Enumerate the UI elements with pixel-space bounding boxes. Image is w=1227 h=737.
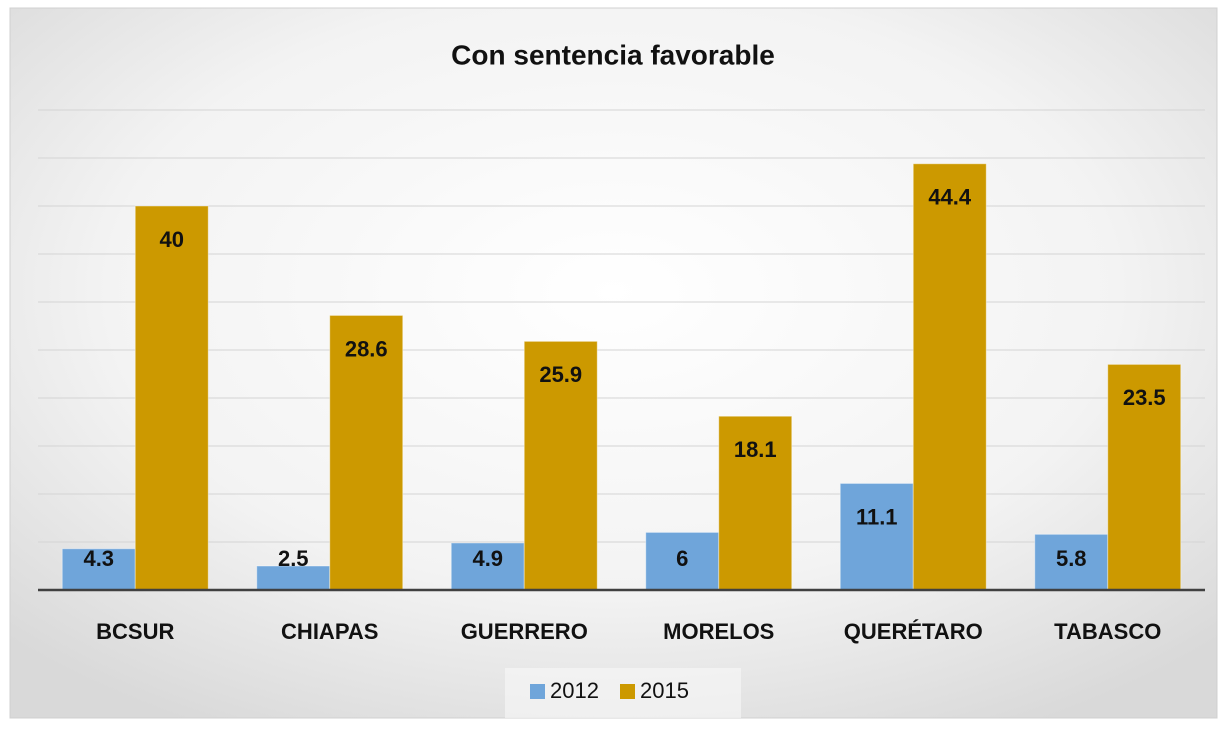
x-tick-label: TABASCO — [1054, 619, 1161, 644]
x-tick-label: CHIAPAS — [281, 619, 378, 644]
data-label: 4.9 — [472, 546, 503, 571]
x-tick-label: MORELOS — [663, 619, 774, 644]
bar — [61, 548, 136, 591]
chart-title: Con sentencia favorable — [451, 39, 775, 70]
bar — [645, 531, 720, 591]
data-label: 6 — [676, 546, 688, 571]
bar — [450, 542, 525, 591]
data-label: 5.8 — [1056, 546, 1087, 571]
data-label: 44.4 — [928, 185, 972, 210]
x-tick-label: BCSUR — [96, 619, 174, 644]
bar — [912, 163, 987, 591]
bar — [523, 340, 598, 591]
x-tick-label: GUERRERO — [461, 619, 588, 644]
data-label: 23.5 — [1123, 385, 1166, 410]
x-tick-label: QUERÉTARO — [844, 619, 983, 644]
bar — [1107, 363, 1182, 591]
bar — [718, 415, 793, 591]
bar — [134, 205, 209, 591]
data-label: 4.3 — [83, 546, 114, 571]
legend-label: 2015 — [640, 678, 689, 703]
legend-swatch — [530, 684, 545, 699]
bar — [1034, 533, 1109, 591]
data-label: 28.6 — [345, 336, 388, 361]
chart-background — [9, 7, 1218, 719]
bar — [839, 482, 914, 591]
data-label: 2.5 — [278, 546, 309, 571]
legend-swatch — [620, 684, 635, 699]
data-label: 18.1 — [734, 437, 777, 462]
data-label: 11.1 — [856, 504, 898, 529]
data-label: 25.9 — [539, 362, 582, 387]
bar — [329, 314, 404, 591]
legend-label: 2012 — [550, 678, 599, 703]
data-label: 40 — [160, 227, 184, 252]
